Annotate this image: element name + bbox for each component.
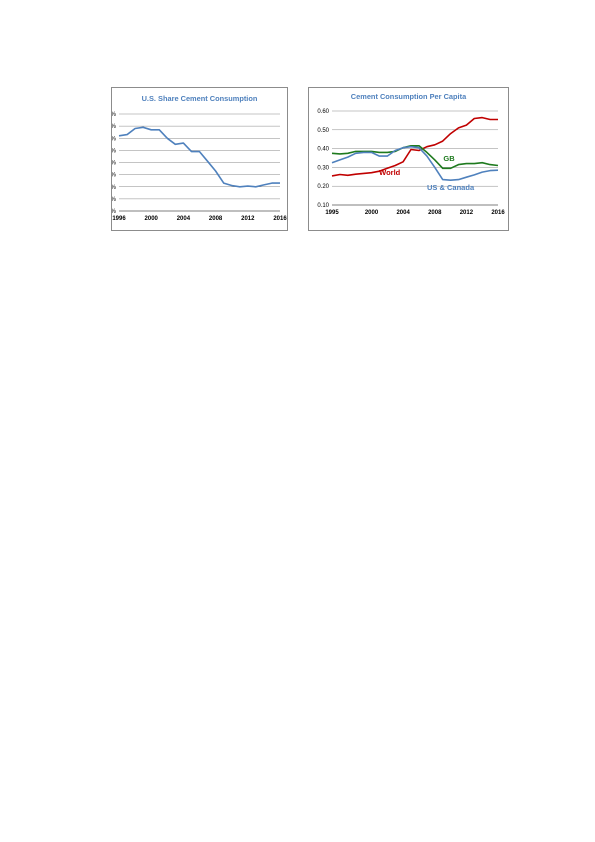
x-tick-label: 2008	[209, 216, 223, 222]
x-tick-label: 2012	[460, 210, 474, 216]
y-tick-label: 8.0%	[112, 112, 117, 118]
y-tick-label: 0.10	[317, 203, 329, 209]
series-label: GB	[443, 154, 455, 163]
y-tick-label: 0.0%	[112, 209, 117, 215]
y-tick-label: 3.0%	[112, 173, 117, 179]
y-tick-label: 4.0%	[112, 161, 117, 167]
x-tick-label: 2016	[491, 210, 505, 216]
x-tick-label: 2004	[396, 210, 410, 216]
us-canada-line	[331, 145, 499, 181]
gb-line	[331, 144, 499, 170]
x-tick-label: 1995	[325, 210, 339, 216]
x-tick-label: 1996	[112, 216, 126, 222]
y-tick-label: 0.50	[317, 128, 329, 134]
y-tick-label: 5.0%	[112, 148, 117, 154]
us-share-chart: U.S. Share Cement Consumption 0.0% 1.0% 2.…	[111, 87, 288, 231]
x-tick-label: 2000	[145, 216, 159, 222]
us-share-line	[118, 126, 280, 188]
y-tick-label: 6.0%	[112, 136, 117, 142]
y-tick-label: 1.0%	[112, 197, 117, 203]
x-tick-label: 2004	[177, 216, 191, 222]
y-tick-label: 0.40	[317, 147, 329, 153]
series-label: World	[379, 168, 401, 177]
x-tick-label: 2008	[428, 210, 442, 216]
y-tick-label: 0.60	[317, 109, 329, 115]
per-capita-plot: 0.10 0.20 0.30 0.40 0.50 0.60 1995 2000 2004 2008…	[317, 109, 505, 216]
x-tick-label: 2000	[365, 210, 379, 216]
y-tick-label: 0.20	[317, 184, 329, 190]
x-tick-label: 2016	[273, 216, 287, 222]
y-tick-label: 7.0%	[112, 124, 117, 130]
per-capita-chart: Cement Consumption Per Capita 0.10 0.20 0.…	[308, 87, 509, 231]
y-tick-label: 2.0%	[112, 185, 117, 191]
y-tick-label: 0.30	[317, 165, 329, 171]
chart-title: Cement Consumption Per Capita	[350, 92, 467, 101]
world-line	[331, 116, 498, 177]
us-share-plot: 0.0% 1.0% 2.0% 3.0% 4.0% 5.0% 6.0% 7.0% 8.0% 1996…	[112, 112, 287, 222]
series-label: US & Canada	[427, 183, 475, 192]
chart-title: U.S. Share Cement Consumption	[141, 94, 258, 103]
x-tick-label: 2012	[241, 216, 255, 222]
